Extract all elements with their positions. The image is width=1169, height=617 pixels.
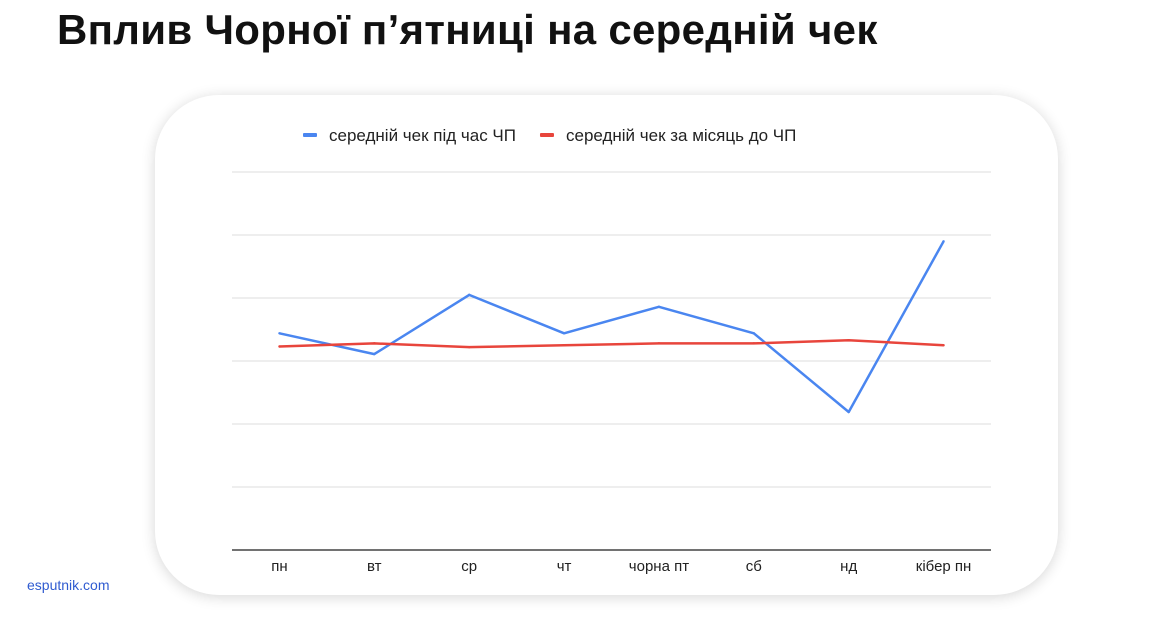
chart-card: пн вт ср чт чорна пт сб нд кібер пн середній че…: [155, 95, 1058, 595]
data-point: [942, 344, 945, 347]
data-point: [562, 344, 566, 347]
data-point: [373, 352, 376, 356]
x-tick-label: нд: [840, 558, 857, 575]
x-tick-labels: пн вт ср чт чорна пт сб нд кібер пн: [271, 558, 971, 575]
series-line-1: [279, 240, 945, 414]
x-tick-label: чорна пт: [629, 558, 689, 575]
data-point: [657, 342, 661, 345]
legend-item: середній чек за місяць до ЧП: [539, 126, 796, 145]
data-point: [373, 342, 376, 345]
data-point: [752, 332, 756, 335]
data-point: [278, 332, 281, 335]
data-point: [847, 410, 850, 414]
line-chart: пн вт ср чт чорна пт сб нд кібер пн середній че…: [232, 126, 991, 575]
data-point: [467, 293, 471, 297]
data-point: [467, 345, 471, 349]
legend: середній чек під час ЧП середній чек за м…: [303, 126, 796, 145]
brand-watermark: esputnik.com: [27, 577, 110, 593]
x-tick-label: вт: [367, 558, 382, 575]
data-point: [847, 339, 850, 342]
series-lines: [278, 240, 945, 414]
page-title: Вплив Чорної пʼятниці на середній чек: [57, 6, 878, 53]
legend-swatch: [539, 133, 554, 137]
series-line-2: [279, 338, 944, 349]
data-point: [942, 240, 945, 243]
x-tick-label: кібер пн: [916, 558, 972, 575]
legend-swatch: [303, 133, 317, 137]
data-point: [562, 332, 566, 335]
x-tick-label: пн: [271, 558, 287, 575]
x-tick-label: сб: [746, 558, 762, 575]
data-point: [657, 305, 661, 309]
data-point: [752, 342, 756, 345]
x-tick-label: чт: [557, 558, 572, 575]
legend-label: середній чек під час ЧП: [329, 126, 516, 145]
legend-item: середній чек під час ЧП: [303, 126, 516, 145]
data-point: [278, 345, 281, 348]
x-tick-label: ср: [461, 558, 477, 575]
gridlines: [232, 171, 991, 551]
legend-label: середній чек за місяць до ЧП: [566, 126, 796, 145]
